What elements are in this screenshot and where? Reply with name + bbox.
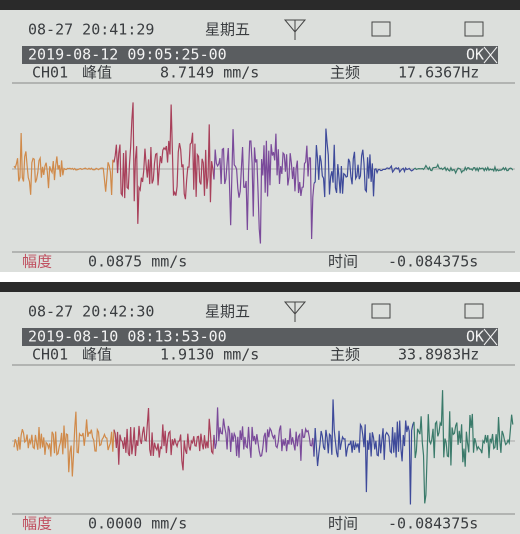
ok-button: OK bbox=[466, 46, 484, 64]
time-label: 时间 bbox=[328, 515, 358, 533]
peak-value: 8.7149 mm/s bbox=[160, 64, 259, 82]
peak-label: 峰值 bbox=[82, 346, 112, 364]
freq-value: 17.6367Hz bbox=[398, 64, 479, 82]
amp-value: 0.0875 mm/s bbox=[88, 253, 187, 271]
amp-label: 幅度 bbox=[22, 515, 52, 533]
amp-label: 幅度 bbox=[22, 253, 52, 271]
peak-value: 1.9130 mm/s bbox=[160, 346, 259, 364]
top-edge bbox=[0, 282, 520, 292]
time-value: -0.084375s bbox=[388, 253, 478, 271]
device-screen: 08-27 20:41:29 星期五 2019-08-12 09:05:25-00 O… bbox=[0, 0, 520, 272]
top-edge bbox=[0, 0, 520, 10]
amp-value: 0.0000 mm/s bbox=[88, 515, 187, 533]
freq-label: 主频 bbox=[330, 346, 360, 364]
time-value: -0.084375s bbox=[388, 515, 478, 533]
time-label: 时间 bbox=[328, 253, 358, 271]
channel: CH01 bbox=[32, 346, 68, 364]
weekday: 星期五 bbox=[205, 303, 250, 321]
weekday: 星期五 bbox=[205, 21, 250, 39]
record-time: 2019-08-10 08:13:53-00 bbox=[28, 328, 227, 346]
freq-value: 33.8983Hz bbox=[398, 346, 479, 364]
ok-button: OK bbox=[466, 328, 484, 346]
record-time: 2019-08-12 09:05:25-00 bbox=[28, 46, 227, 64]
freq-label: 主频 bbox=[330, 64, 360, 82]
status-time: 08-27 20:42:30 bbox=[28, 303, 154, 321]
photo: 08-27 20:41:29 星期五 2019-08-12 09:05:25-00 O… bbox=[0, 0, 520, 534]
channel: CH01 bbox=[32, 64, 68, 82]
status-time: 08-27 20:41:29 bbox=[28, 21, 154, 39]
peak-label: 峰值 bbox=[82, 64, 112, 82]
device-screen: 08-27 20:42:30 星期五 2019-08-10 08:13:53-00 O… bbox=[0, 282, 520, 534]
